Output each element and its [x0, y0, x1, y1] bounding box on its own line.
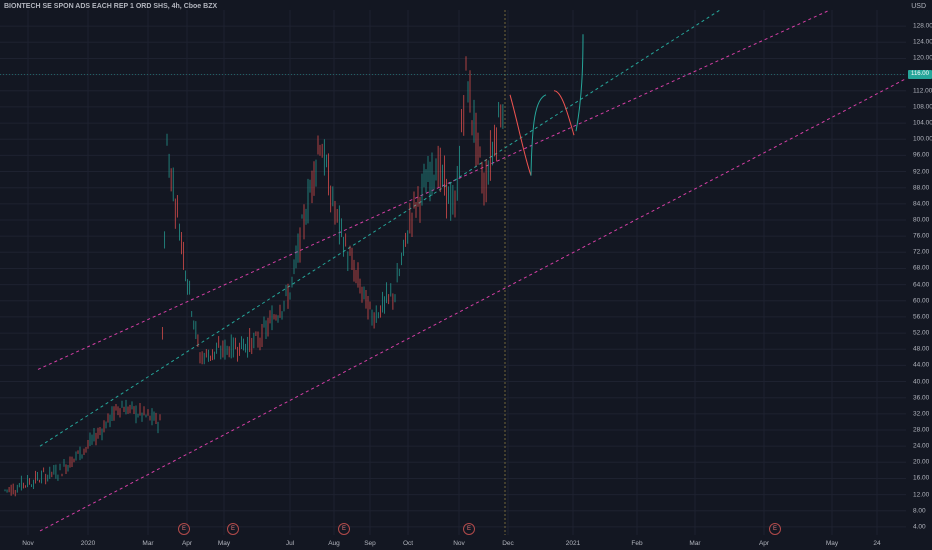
chart-title: BIONTECH SE SPON ADS EACH REP 1 ORD SHS,…: [4, 3, 218, 10]
x-tick-label: Feb: [631, 540, 643, 547]
x-tick-label: Jul: [285, 540, 295, 547]
projection-down-2: [553, 90, 575, 136]
y-tick-label: 28.00: [913, 426, 930, 434]
channel-middle-line: [39, 9, 721, 447]
y-tick-label: 108.00: [913, 103, 932, 111]
y-tick-label: 84.00: [913, 200, 930, 208]
y-tick-label: 112.00: [913, 87, 932, 95]
earnings-marker[interactable]: E: [178, 523, 190, 535]
earnings-marker[interactable]: E: [227, 523, 239, 535]
y-tick-label: 100.00: [913, 135, 932, 143]
x-tick-label: May: [217, 540, 231, 547]
y-tick-label: 96.00: [913, 151, 930, 159]
y-tick-label: 120.00: [913, 54, 932, 62]
x-tick-label: Nov: [22, 540, 34, 547]
y-tick-label: 68.00: [913, 264, 930, 272]
projection-down-1: [509, 94, 532, 176]
y-tick-label: 56.00: [913, 313, 930, 321]
x-tick-label: 2020: [80, 540, 96, 547]
x-tick-label: Aug: [328, 540, 340, 547]
y-tick-label: 44.00: [913, 361, 930, 369]
y-tick-label: 52.00: [913, 329, 930, 337]
x-tick-label: Apr: [181, 540, 193, 547]
y-tick-label: 72.00: [913, 248, 930, 256]
last-price-value: 116.00: [911, 71, 929, 78]
x-tick-label: 24: [873, 540, 881, 547]
y-tick-label: 20.00: [913, 458, 930, 466]
projection-up-1: [530, 94, 547, 176]
x-tick-label: Sep: [364, 540, 376, 547]
x-tick-label: Oct: [402, 540, 414, 547]
y-tick-label: 124.00: [913, 38, 932, 46]
x-tick-label: Mar: [142, 540, 154, 547]
y-tick-label: 128.00: [913, 22, 932, 30]
earnings-marker[interactable]: E: [769, 523, 781, 535]
channel-upper-line: [37, 9, 831, 370]
y-tick-label: 80.00: [913, 216, 930, 224]
y-tick-label: 36.00: [913, 394, 930, 402]
earnings-marker[interactable]: E: [463, 523, 475, 535]
y-tick-label: 4.00: [913, 523, 926, 531]
y-tick-label: 88.00: [913, 184, 930, 192]
y-tick-label: 24.00: [913, 442, 930, 450]
y-tick-label: 104.00: [913, 119, 932, 127]
currency-label[interactable]: USD: [911, 3, 926, 10]
x-tick-label: Mar: [689, 540, 701, 547]
y-tick-label: 40.00: [913, 378, 930, 386]
x-tick-label: Apr: [758, 540, 770, 547]
x-tick-label: Dec: [502, 540, 514, 547]
channel-lower-line: [39, 78, 907, 532]
y-tick-label: 8.00: [913, 507, 926, 515]
y-tick-label: 60.00: [913, 297, 930, 305]
y-tick-label: 32.00: [913, 410, 930, 418]
y-tick-label: 12.00: [913, 491, 930, 499]
x-tick-label: 2021: [565, 540, 581, 547]
earnings-marker[interactable]: E: [338, 523, 350, 535]
y-tick-label: 48.00: [913, 345, 930, 353]
last-price-badge: 116.00: [908, 70, 932, 80]
y-tick-label: 76.00: [913, 232, 930, 240]
y-tick-label: 16.00: [913, 474, 930, 482]
y-tick-label: 64.00: [913, 281, 930, 289]
projection-up-2: [575, 34, 584, 132]
y-tick-label: 92.00: [913, 168, 930, 176]
x-tick-label: Nov: [453, 540, 465, 547]
x-tick-label: May: [825, 540, 839, 547]
